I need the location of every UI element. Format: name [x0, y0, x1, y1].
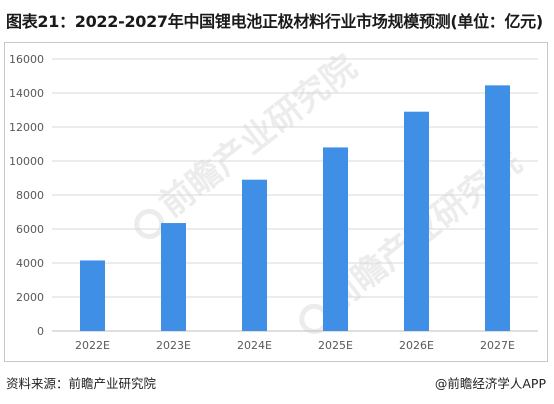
bar-chart: 0 2000 4000 6000 8000 10000 12000 14000 16000 202…: [9, 53, 538, 352]
y-tick-label: 14000: [9, 87, 44, 100]
bar-2025E: [323, 147, 348, 331]
y-tick-label: 16000: [9, 53, 44, 66]
x-tick-label: 2026E: [399, 339, 434, 352]
bar-2026E: [404, 111, 429, 331]
y-tick-label: 8000: [16, 189, 44, 202]
source-note: 资料来源：前瞻产业研究院: [6, 376, 157, 391]
bar-2022E: [80, 260, 105, 331]
chart-frame: [4, 42, 548, 362]
chart-title: 图表21：2022-2027年中国锂电池正极材料行业市场规模预测(单位：亿元): [6, 12, 543, 31]
x-tick-label: 2023E: [156, 339, 191, 352]
bar-2023E: [161, 223, 186, 331]
x-tick-label: 2027E: [480, 339, 515, 352]
y-tick-label: 10000: [9, 155, 44, 168]
x-tick-label: 2022E: [75, 339, 110, 352]
y-tick-label: 0: [37, 325, 44, 338]
y-tick-label: 6000: [16, 223, 44, 236]
x-tick-label: 2024E: [237, 339, 272, 352]
y-tick-label: 12000: [9, 121, 44, 134]
bar-2027E: [485, 85, 510, 331]
bar-2024E: [242, 179, 267, 331]
y-tick-label: 4000: [16, 257, 44, 270]
y-tick-label: 2000: [16, 291, 44, 304]
x-tick-label: 2025E: [318, 339, 353, 352]
credit-note: @前瞻经济学人APP: [434, 376, 546, 391]
